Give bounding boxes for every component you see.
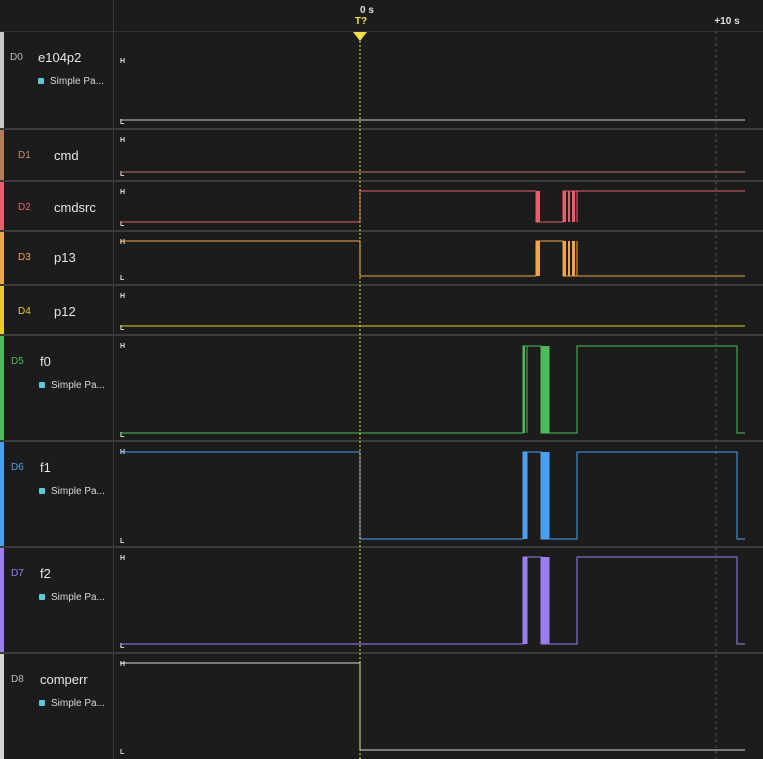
channel-id: D7 <box>11 568 24 579</box>
channel-row-d0[interactable]: D0 e104p2 Simple Pa... <box>0 32 763 130</box>
channel-id: D3 <box>18 252 31 263</box>
channel-id: D8 <box>11 674 24 685</box>
waveform-d8 <box>120 662 745 751</box>
waveform-d7 <box>120 556 745 645</box>
channel-label-area[interactable]: D4 p12 <box>4 286 114 334</box>
channel-name[interactable]: p12 <box>54 304 76 319</box>
tick-label-plus10: +10 s <box>714 16 740 27</box>
channel-label-area[interactable]: D2 cmdsrc <box>4 182 114 230</box>
ruler-gutter <box>0 0 114 31</box>
decoder-label[interactable]: Simple Pa... <box>39 592 105 603</box>
channel-id: D6 <box>11 462 24 473</box>
waveform-d2 <box>120 190 745 223</box>
channel-label-area[interactable]: D3 p13 <box>4 232 114 284</box>
channel-color-bar <box>0 442 4 546</box>
level-label-low: L <box>120 432 125 439</box>
level-label-low: L <box>120 119 125 126</box>
channel-name[interactable]: f2 <box>40 566 51 581</box>
level-label-high: H <box>120 239 125 246</box>
channel-name[interactable]: f0 <box>40 354 51 369</box>
level-label-low: L <box>120 171 125 178</box>
decoder-label[interactable]: Simple Pa... <box>39 380 105 391</box>
level-label-high: H <box>120 137 125 144</box>
channel-name[interactable]: cmd <box>54 148 79 163</box>
channel-row-d6[interactable]: D6 f1 Simple Pa... <box>0 442 763 548</box>
channel-row-d5[interactable]: D5 f0 Simple Pa... <box>0 336 763 442</box>
level-label-low: L <box>120 325 125 332</box>
time-ruler[interactable]: 0 s T? +10 s <box>0 0 763 32</box>
channel-color-bar <box>0 232 4 284</box>
level-label-low: L <box>120 275 125 282</box>
decoder-dot-icon <box>39 594 45 601</box>
channel-label-area[interactable]: D0 e104p2 Simple Pa... <box>4 32 114 128</box>
decoder-label[interactable]: Simple Pa... <box>38 76 104 87</box>
channel-row-d2[interactable]: D2 cmdsrc <box>0 182 763 232</box>
decoder-label[interactable]: Simple Pa... <box>39 698 105 709</box>
waveform-d3-burst <box>536 241 575 276</box>
level-label-low: L <box>120 538 125 545</box>
channel-row-d4[interactable]: D4 p12 <box>0 286 763 336</box>
level-label-low: L <box>120 643 125 650</box>
channel-name[interactable]: e104p2 <box>38 50 82 65</box>
channel-id: D5 <box>11 356 24 367</box>
channel-color-bar <box>0 182 4 230</box>
waveform-d2-burst <box>536 191 575 222</box>
channel-name[interactable]: f1 <box>40 460 51 475</box>
decoder-label[interactable]: Simple Pa... <box>39 486 105 497</box>
waveform-d7-burst <box>523 557 549 644</box>
channel-id: D2 <box>18 202 31 213</box>
channel-color-bar <box>0 654 4 759</box>
waveform-d5 <box>120 345 745 434</box>
level-label-low: L <box>120 749 125 756</box>
trigger-marker-icon[interactable] <box>353 32 367 41</box>
channel-row-d7[interactable]: D7 f2 Simple Pa... <box>0 548 763 654</box>
channel-id: D4 <box>18 306 31 317</box>
channel-name[interactable]: p13 <box>54 250 76 265</box>
decoder-dot-icon <box>39 488 45 495</box>
channel-row-d8[interactable]: D8 comperr Simple Pa... <box>0 654 763 759</box>
channel-label-area[interactable]: D5 f0 Simple Pa... <box>4 336 114 440</box>
level-label-high: H <box>120 293 125 300</box>
waveform-d5-burst <box>523 346 549 433</box>
decoder-dot-icon <box>39 700 45 707</box>
channel-id: D0 <box>10 52 23 63</box>
waveform-d6-burst <box>523 452 549 539</box>
channel-color-bar <box>0 130 4 180</box>
level-label-high: H <box>120 189 125 196</box>
channel-label-area[interactable]: D7 f2 Simple Pa... <box>4 548 114 652</box>
level-label-high: H <box>120 555 125 562</box>
level-label-high: H <box>120 58 125 65</box>
channel-color-bar <box>0 548 4 652</box>
channel-label-area[interactable]: D8 comperr Simple Pa... <box>4 654 114 759</box>
waveform-d3 <box>120 240 745 277</box>
channel-color-bar <box>0 32 4 128</box>
channel-name[interactable]: comperr <box>40 672 88 687</box>
level-label-high: H <box>120 661 125 668</box>
channel-name[interactable]: cmdsrc <box>54 200 96 215</box>
trigger-label: T? <box>354 16 368 27</box>
level-label-high: H <box>120 343 125 350</box>
channel-id: D1 <box>18 150 31 161</box>
decoder-dot-icon <box>38 78 44 85</box>
tick-label-zero: 0 s <box>360 5 374 16</box>
channel-color-bar <box>0 336 4 440</box>
waveform-d6 <box>120 451 745 540</box>
channel-color-bar <box>0 286 4 334</box>
decoder-dot-icon <box>39 382 45 389</box>
channel-label-area[interactable]: D1 cmd <box>4 130 114 180</box>
channel-row-d1[interactable]: D1 cmd <box>0 130 763 182</box>
channel-label-area[interactable]: D6 f1 Simple Pa... <box>4 442 114 546</box>
level-label-low: L <box>120 221 125 228</box>
